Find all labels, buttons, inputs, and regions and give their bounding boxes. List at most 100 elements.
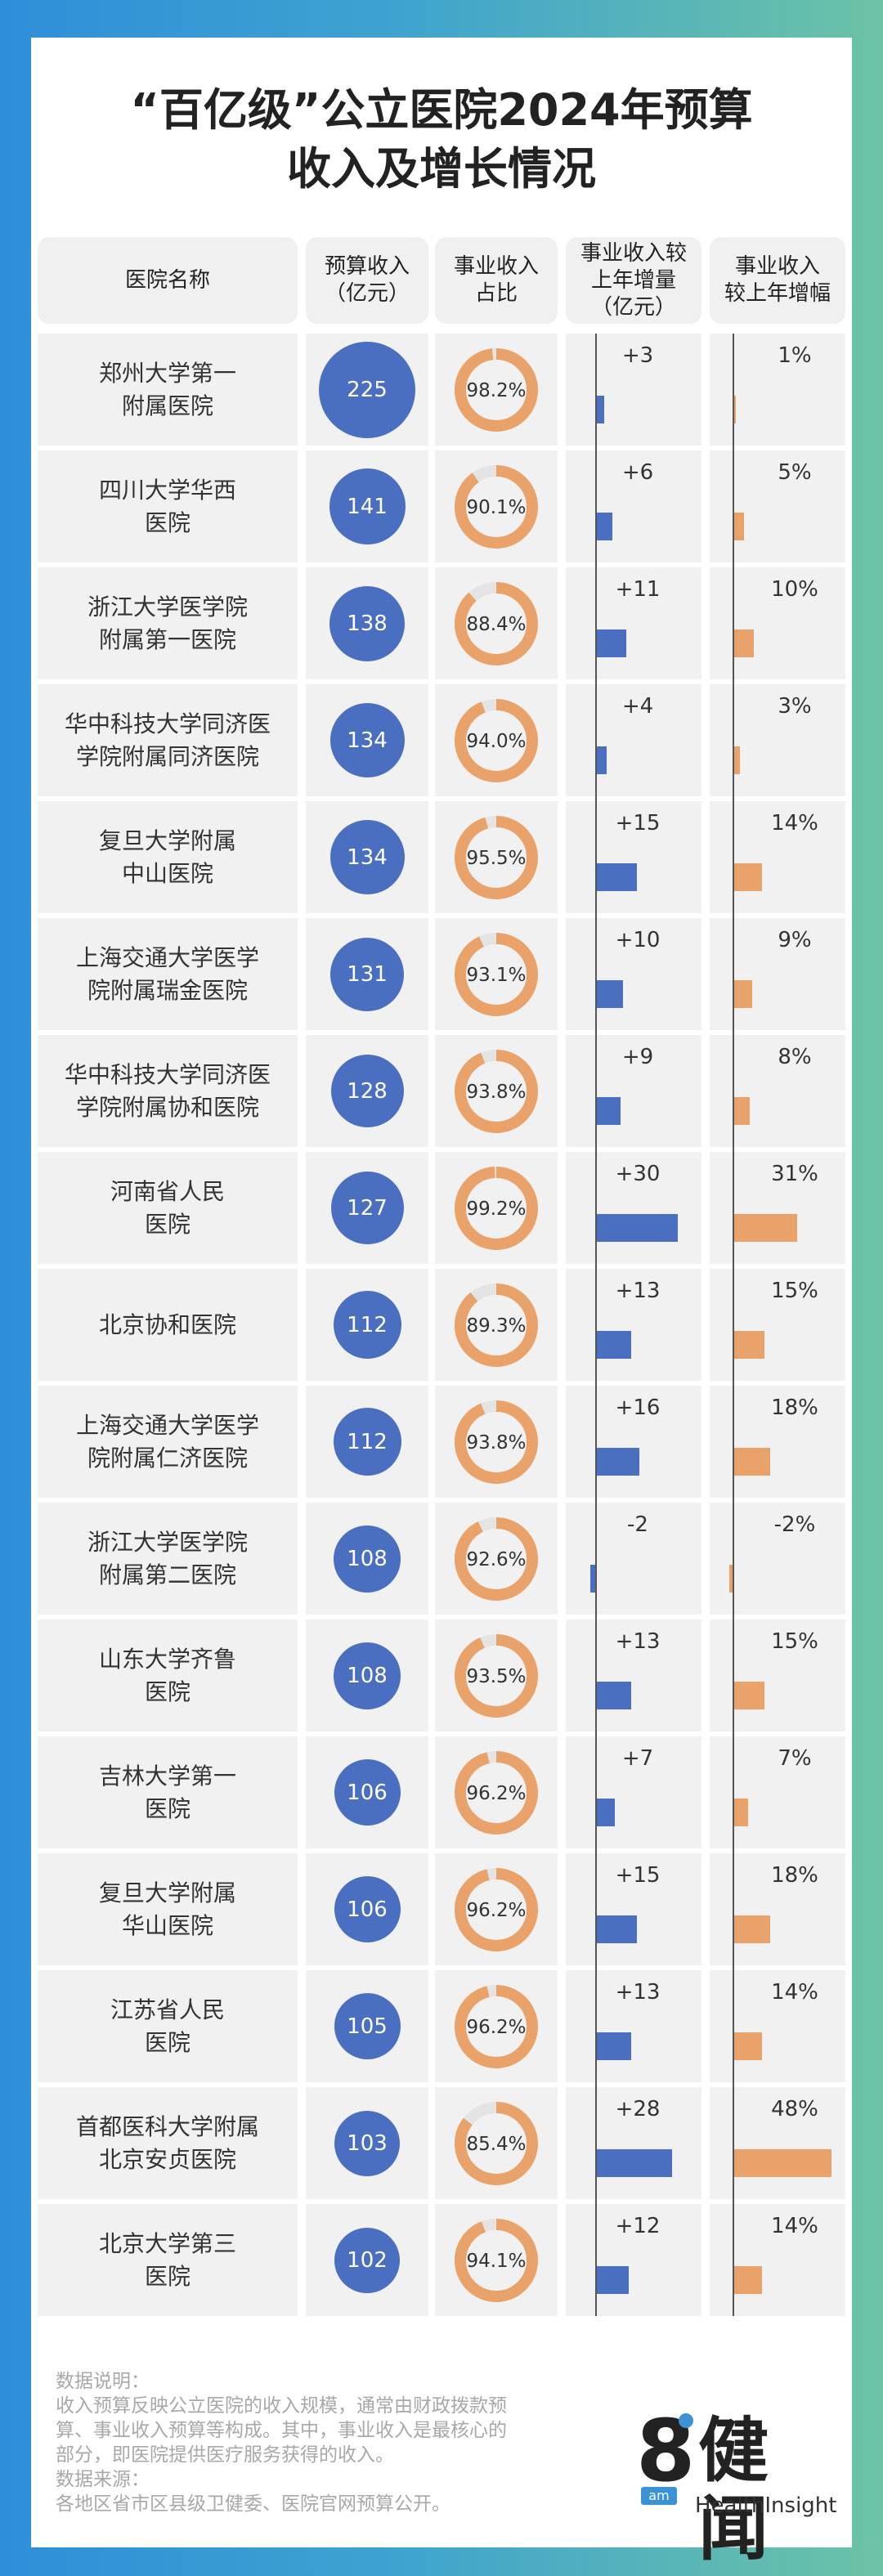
delta-bar [596, 396, 604, 423]
row-bg-delta [566, 801, 701, 913]
delta-label: +7 [621, 1746, 654, 1771]
share-label: 88.4% [466, 614, 526, 635]
hospital-name: 上海交通大学医学 院附属仁济医院 [75, 1411, 259, 1472]
delta-label: +30 [615, 1162, 661, 1186]
row-bg-growth [710, 1386, 845, 1498]
delta-label: +13 [615, 1980, 661, 2005]
growth-label: 18% [771, 1863, 818, 1888]
row-bg-delta [566, 1853, 701, 1965]
share-ring-fill [455, 2101, 538, 2185]
share-ring-fill [455, 464, 538, 549]
delta-label: +4 [621, 694, 654, 719]
share-label: 93.1% [466, 965, 526, 986]
delta-bar [596, 1915, 637, 1943]
growth-bar [733, 746, 740, 774]
row-bg-name [38, 1152, 298, 1264]
hospital-name: 江苏省人民 医院 [110, 1996, 225, 2056]
header-growth: 事业收入 较上年增幅 [710, 237, 845, 324]
growth-bar [733, 980, 752, 1008]
share-donut: 90.1% [455, 464, 538, 549]
budget-bubble: 128 [330, 1055, 404, 1127]
delta-axis [595, 334, 597, 2316]
hospital-name: 华中科技大学同济医 学院附属同济医院 [64, 710, 271, 770]
title-line-2: 收入及增长情况 [287, 143, 596, 195]
growth-label: 1% [778, 343, 812, 368]
delta-bar [596, 1214, 678, 1242]
budget-bubble: 108 [334, 1525, 401, 1593]
row-bg-delta [566, 1035, 701, 1147]
share-ring-fill [455, 932, 538, 1016]
row-bg-name [38, 2204, 298, 2316]
row-bg-name [38, 1970, 298, 2082]
budget-bubble: 134 [329, 703, 405, 777]
delta-bar [596, 746, 607, 774]
healthinsight-logo: 8 am 健闻 HealthInsight [636, 2408, 840, 2569]
hospital-name: 山东大学齐鲁 医院 [98, 1645, 236, 1705]
row-bg-growth [710, 1152, 845, 1264]
share-ring-fill [455, 1283, 538, 1367]
hospital-name: 吉林大学第一 医院 [98, 1762, 236, 1822]
row-bg-growth [710, 1853, 845, 1965]
share-donut: 94.1% [455, 2218, 538, 2302]
delta-label: -2 [627, 1512, 648, 1537]
row-bg-name [38, 334, 298, 446]
header-name: 医院名称 [38, 237, 298, 324]
share-ring-fill [455, 815, 538, 899]
row-bg-growth [710, 450, 845, 562]
logo-en: HealthInsight [695, 2493, 837, 2518]
hospital-name: 四川大学华西 医院 [98, 476, 236, 536]
delta-label: +10 [615, 928, 661, 952]
growth-label: 9% [778, 928, 812, 952]
share-label: 92.6% [466, 1549, 526, 1570]
row-bg-growth [710, 334, 845, 446]
share-ring-fill [455, 698, 538, 782]
header-delta: 事业收入较 上年增量 （亿元） [566, 237, 701, 324]
share-label: 98.2% [466, 380, 526, 401]
row-bg-delta [566, 450, 701, 562]
row-bg-growth [710, 1503, 845, 1615]
share-label: 96.2% [466, 2017, 526, 2038]
row-bg-name [38, 1503, 298, 1615]
delta-bar [596, 629, 626, 657]
share-ring-fill [455, 1400, 538, 1484]
growth-bar [733, 513, 744, 540]
logo-am: am [641, 2487, 677, 2505]
budget-bubble: 102 [334, 2227, 400, 2293]
hospital-name: 上海交通大学医学 院附属瑞金医院 [75, 943, 259, 1004]
growth-label: 14% [771, 1980, 818, 2005]
share-label: 96.2% [466, 1900, 526, 1921]
share-ring-fill [455, 2218, 538, 2302]
share-donut: 96.2% [455, 1984, 538, 2068]
share-donut: 98.2% [455, 347, 538, 432]
growth-label: 10% [771, 577, 818, 602]
share-label: 95.5% [466, 848, 526, 869]
share-label: 96.2% [466, 1783, 526, 1804]
growth-bar [733, 1214, 797, 1242]
row-bg-delta [566, 567, 701, 679]
growth-axis [733, 334, 734, 2316]
share-label: 85.4% [466, 2134, 526, 2155]
budget-bubble: 106 [334, 1876, 401, 1942]
hospital-name: 河南省人民 医院 [110, 1177, 225, 1238]
share-donut: 88.4% [455, 581, 538, 665]
delta-bar [596, 863, 637, 891]
row-bg-delta [566, 1620, 701, 1732]
row-bg-growth [710, 684, 845, 796]
row-bg-growth [710, 567, 845, 679]
share-label: 94.0% [466, 731, 526, 752]
hospital-name: 华中科技大学同济医 学院附属协和医院 [64, 1060, 271, 1121]
header-budget: 预算收入 （亿元） [306, 237, 428, 324]
delta-bar [596, 1331, 632, 1359]
delta-label: +11 [615, 577, 661, 602]
delta-label: +28 [615, 2097, 661, 2121]
row-bg-growth [710, 2087, 845, 2199]
footer-note-text: 收入预算反映公立医院的收入规模，通常由财政拨款预 算、事业收入预算等构成。其中，… [56, 2395, 507, 2466]
budget-bubble: 138 [329, 585, 405, 661]
delta-bar [590, 1565, 596, 1593]
share-ring-fill [455, 1516, 538, 1601]
growth-bar [733, 629, 754, 657]
row-bg-name [38, 1620, 298, 1732]
delta-bar [596, 1799, 616, 1826]
growth-bar [733, 863, 762, 891]
row-bg-growth [710, 2204, 845, 2316]
